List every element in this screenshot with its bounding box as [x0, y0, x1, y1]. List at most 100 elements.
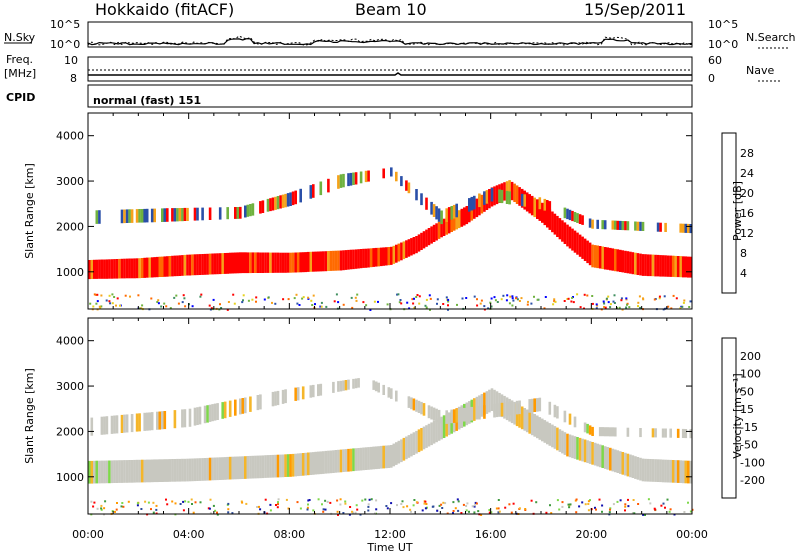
echo-cell [626, 303, 628, 306]
echo-cell [619, 499, 622, 502]
echo-cell [588, 218, 592, 228]
echo-cell [261, 252, 265, 273]
y-tick-label: 3000 [56, 175, 84, 188]
echo-cell [150, 208, 154, 223]
echo-cell [329, 250, 333, 271]
echo-cell [95, 210, 99, 224]
echo-cell [609, 303, 612, 306]
echo-cell [601, 220, 604, 230]
echo-cell [135, 459, 139, 483]
echo-cell [178, 208, 182, 222]
echo-cell [96, 507, 99, 510]
echo-cell [221, 402, 224, 419]
echo-cell [400, 302, 403, 305]
echo-cell [377, 446, 380, 469]
echo-cell [327, 178, 330, 193]
echo-cell [342, 303, 345, 306]
echo-cell [336, 510, 339, 513]
echo-cell [296, 252, 300, 273]
echo-cell [264, 498, 267, 501]
echo-cell [649, 254, 652, 277]
echo-cell [614, 427, 617, 437]
echo-cell [407, 396, 411, 408]
echo-cell [463, 407, 466, 422]
echo-cell [269, 252, 272, 273]
echo-cell [254, 455, 257, 479]
echo-cell [625, 306, 628, 309]
echo-cell [140, 307, 143, 310]
echo-cell [152, 511, 155, 514]
echo-cell [306, 452, 310, 476]
echo-cell [581, 438, 584, 462]
echo-cell [367, 170, 370, 182]
echo-cell [94, 293, 97, 296]
echo-cell [415, 236, 418, 254]
echo-cell [286, 193, 290, 207]
echo-cell [201, 254, 204, 275]
echo-cell [601, 504, 604, 507]
echo-cell [426, 506, 428, 509]
echo-cell [425, 229, 428, 247]
echo-cell [549, 504, 551, 507]
echo-cell [166, 208, 169, 222]
echo-cell [325, 305, 328, 308]
echo-cell [145, 257, 149, 278]
echo-cell [264, 455, 267, 478]
echo-cell [676, 256, 680, 278]
echo-cell [279, 195, 282, 209]
echo-cell [211, 457, 214, 481]
power-colorbar-label: Power [dB] [731, 181, 744, 241]
echo-cell [619, 220, 622, 230]
echo-cell [510, 400, 514, 424]
echo-cell [291, 191, 295, 206]
echo-cell [440, 416, 443, 440]
echo-cell [351, 306, 354, 309]
echo-cell [256, 395, 260, 411]
echo-cell [496, 301, 499, 303]
echo-cell [213, 403, 217, 421]
echo-cell [289, 454, 292, 477]
echo-cell [190, 498, 193, 501]
echo-cell [258, 505, 260, 508]
echo-cell [457, 500, 460, 503]
echo-cell [634, 221, 637, 231]
echo-cell [626, 221, 630, 231]
echo-cell [410, 433, 413, 457]
colorbar-tick-label: 8 [740, 247, 747, 260]
nave-label: Nave [746, 64, 774, 77]
echo-cell [317, 498, 320, 501]
echo-cell [639, 253, 642, 276]
echo-cell [606, 427, 609, 437]
echo-cell [245, 502, 248, 505]
echo-cell [311, 304, 314, 306]
echo-cell [299, 252, 302, 273]
echo-cell [90, 500, 93, 503]
echo-cell [255, 300, 257, 303]
echo-cell [653, 298, 656, 301]
echo-cell [362, 248, 365, 268]
echo-cell [616, 220, 620, 230]
echo-cell [489, 301, 492, 304]
echo-cell [176, 458, 179, 482]
echo-cell [465, 206, 469, 225]
echo-cell [339, 380, 343, 392]
echo-cell [447, 300, 450, 303]
echo-cell [321, 503, 323, 506]
echo-cell [647, 498, 650, 501]
echo-cell [354, 249, 358, 269]
echo-cell [399, 299, 402, 301]
echo-cell [115, 304, 117, 307]
echo-cell [688, 306, 691, 308]
echo-cell [239, 252, 242, 274]
echo-cell [291, 453, 295, 477]
echo-cell [208, 253, 212, 275]
echo-cell [375, 508, 378, 511]
echo-cell [490, 388, 494, 411]
echo-cell [276, 196, 280, 210]
nsearch-line [87, 35, 693, 46]
echo-cell [354, 378, 358, 389]
echo-cell [334, 250, 338, 271]
echo-cell [500, 402, 504, 417]
echo-cell [123, 414, 126, 433]
echo-cell [402, 506, 405, 509]
